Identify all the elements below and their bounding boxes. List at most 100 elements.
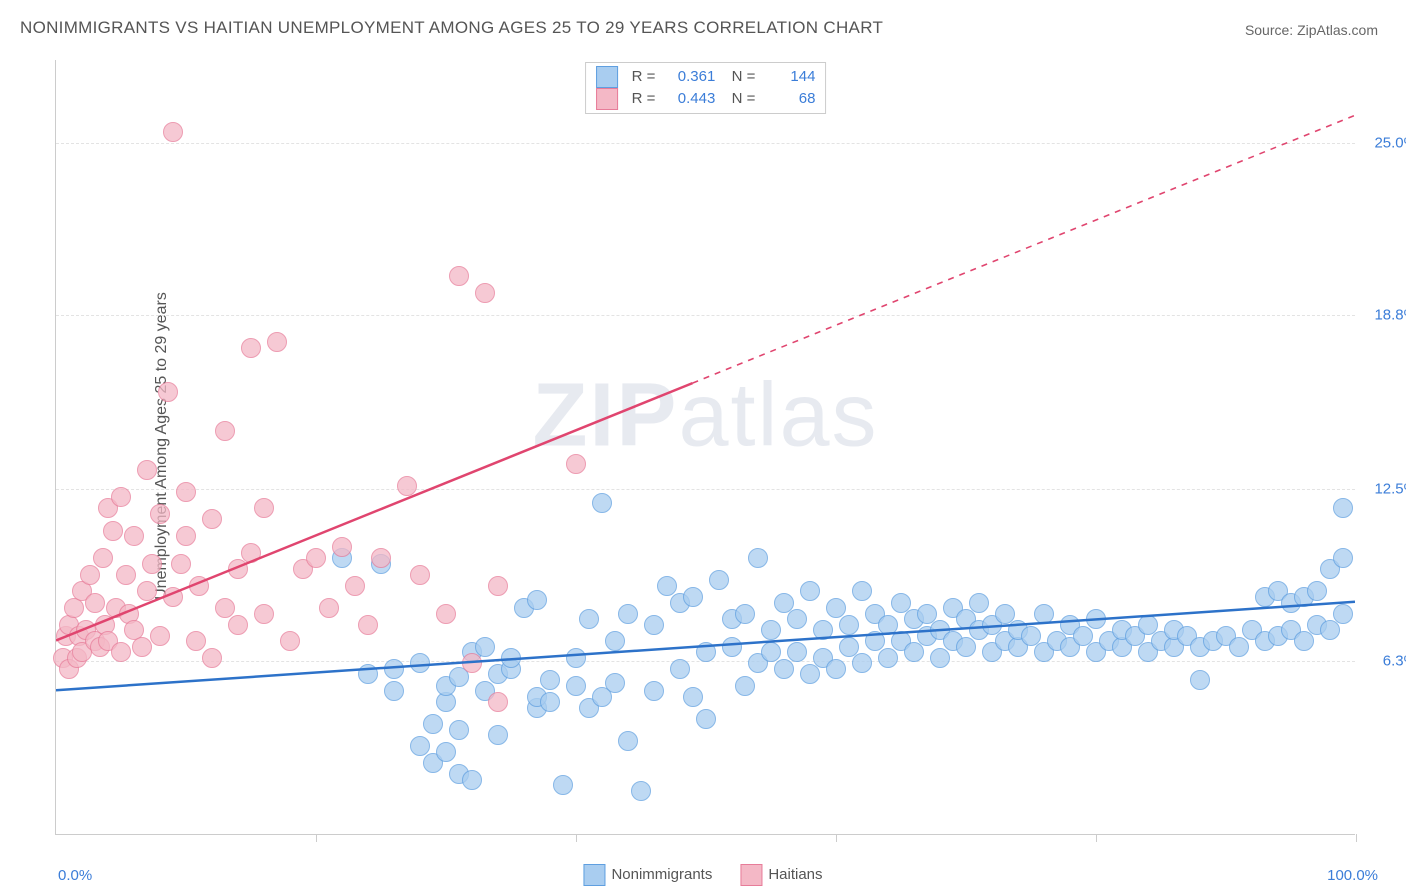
data-point (371, 548, 391, 568)
data-point (132, 637, 152, 657)
y-tick-label: 25.0% (1374, 135, 1406, 152)
data-point (800, 664, 820, 684)
data-point (774, 659, 794, 679)
data-point (631, 781, 651, 801)
gridline (56, 315, 1355, 316)
data-point (163, 122, 183, 142)
legend-stat-row: R =0.361 N =144 (596, 66, 816, 88)
data-point (488, 576, 508, 596)
data-point (93, 548, 113, 568)
data-point (449, 266, 469, 286)
data-point (410, 565, 430, 585)
data-point (644, 615, 664, 635)
legend-swatch (583, 864, 605, 886)
data-point (566, 676, 586, 696)
data-point (202, 648, 222, 668)
data-point (670, 659, 690, 679)
data-point (137, 460, 157, 480)
x-tick (576, 834, 577, 842)
data-point (722, 637, 742, 657)
data-point (397, 476, 417, 496)
data-point (410, 653, 430, 673)
data-point (124, 526, 144, 546)
x-axis-min-label: 0.0% (58, 867, 92, 884)
data-point (644, 681, 664, 701)
data-point (475, 637, 495, 657)
data-point (186, 631, 206, 651)
trend-line-dashed (693, 115, 1355, 383)
data-point (592, 493, 612, 513)
data-point (826, 659, 846, 679)
data-point (527, 590, 547, 610)
legend-R-label: R = (632, 66, 656, 88)
data-point (618, 604, 638, 624)
legend-label: Nonimmigrants (611, 866, 712, 883)
data-point (254, 498, 274, 518)
data-point (241, 543, 261, 563)
data-point (735, 604, 755, 624)
legend-swatch (596, 88, 618, 110)
legend-R-value: 0.443 (663, 88, 715, 110)
legend-item: Nonimmigrants (583, 864, 712, 886)
data-point (813, 620, 833, 640)
data-point (137, 581, 157, 601)
data-point (930, 648, 950, 668)
y-tick-label: 18.8% (1374, 306, 1406, 323)
data-point (189, 576, 209, 596)
legend-swatch (596, 66, 618, 88)
data-point (605, 673, 625, 693)
data-point (501, 648, 521, 668)
data-point (254, 604, 274, 624)
correlation-legend: R =0.361 N =144R =0.443 N =68 (585, 62, 827, 114)
legend-N-label: N = (723, 88, 755, 110)
data-point (163, 587, 183, 607)
data-point (696, 709, 716, 729)
data-point (267, 332, 287, 352)
source-value: ZipAtlas.com (1297, 22, 1378, 38)
data-point (449, 720, 469, 740)
plot-area: R =0.361 N =144R =0.443 N =68 ZIPatlas 6… (55, 60, 1355, 835)
data-point (228, 615, 248, 635)
y-tick-label: 12.5% (1374, 481, 1406, 498)
data-point (1333, 498, 1353, 518)
data-point (605, 631, 625, 651)
data-point (280, 631, 300, 651)
data-point (345, 576, 365, 596)
legend-R-label: R = (632, 88, 656, 110)
y-tick-label: 6.3% (1383, 652, 1406, 669)
legend-N-value: 144 (763, 66, 815, 88)
data-point (158, 382, 178, 402)
data-point (1333, 604, 1353, 624)
data-point (553, 775, 573, 795)
data-point (228, 559, 248, 579)
data-point (1086, 609, 1106, 629)
data-point (1190, 670, 1210, 690)
data-point (566, 454, 586, 474)
data-point (579, 609, 599, 629)
data-point (800, 581, 820, 601)
watermark: ZIPatlas (532, 365, 878, 468)
data-point (358, 615, 378, 635)
gridline (56, 143, 1355, 144)
series-legend: NonimmigrantsHaitians (583, 864, 822, 886)
data-point (103, 521, 123, 541)
data-point (111, 487, 131, 507)
data-point (176, 482, 196, 502)
data-point (787, 642, 807, 662)
data-point (1034, 604, 1054, 624)
data-point (462, 653, 482, 673)
data-point (436, 604, 456, 624)
data-point (111, 642, 131, 662)
data-point (1320, 620, 1340, 640)
data-point (852, 653, 872, 673)
legend-N-label: N = (723, 66, 755, 88)
x-tick (836, 834, 837, 842)
data-point (384, 659, 404, 679)
data-point (1229, 637, 1249, 657)
data-point (475, 283, 495, 303)
data-point (142, 554, 162, 574)
data-point (150, 504, 170, 524)
data-point (709, 570, 729, 590)
source-attribution: Source: ZipAtlas.com (1245, 22, 1378, 38)
data-point (423, 714, 443, 734)
